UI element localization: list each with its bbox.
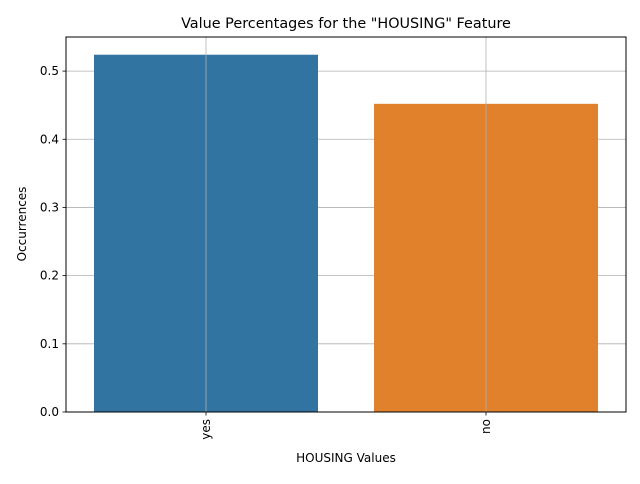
y-tick-label: 0.4 — [40, 132, 59, 146]
y-tick-label: 0.2 — [40, 269, 59, 283]
x-axis-label: HOUSING Values — [296, 451, 396, 465]
plot-frame — [65, 36, 627, 413]
x-tick-label: yes — [199, 419, 213, 440]
x-axis: yes no — [199, 412, 493, 440]
x-tick-label: no — [479, 419, 493, 434]
chart-title: Value Percentages for the "HOUSING" Feat… — [181, 16, 511, 32]
y-tick-label: 0.5 — [40, 64, 59, 78]
y-tick-label: 0.1 — [40, 337, 59, 351]
y-tick-label: 0.3 — [40, 200, 59, 214]
y-tick-label: 0.0 — [40, 405, 59, 419]
y-axis: 0.0 0.1 0.2 0.3 0.4 0.5 — [40, 64, 66, 419]
y-axis-label: Occurrences — [15, 187, 29, 262]
vertical-grid-lines — [205, 37, 487, 412]
